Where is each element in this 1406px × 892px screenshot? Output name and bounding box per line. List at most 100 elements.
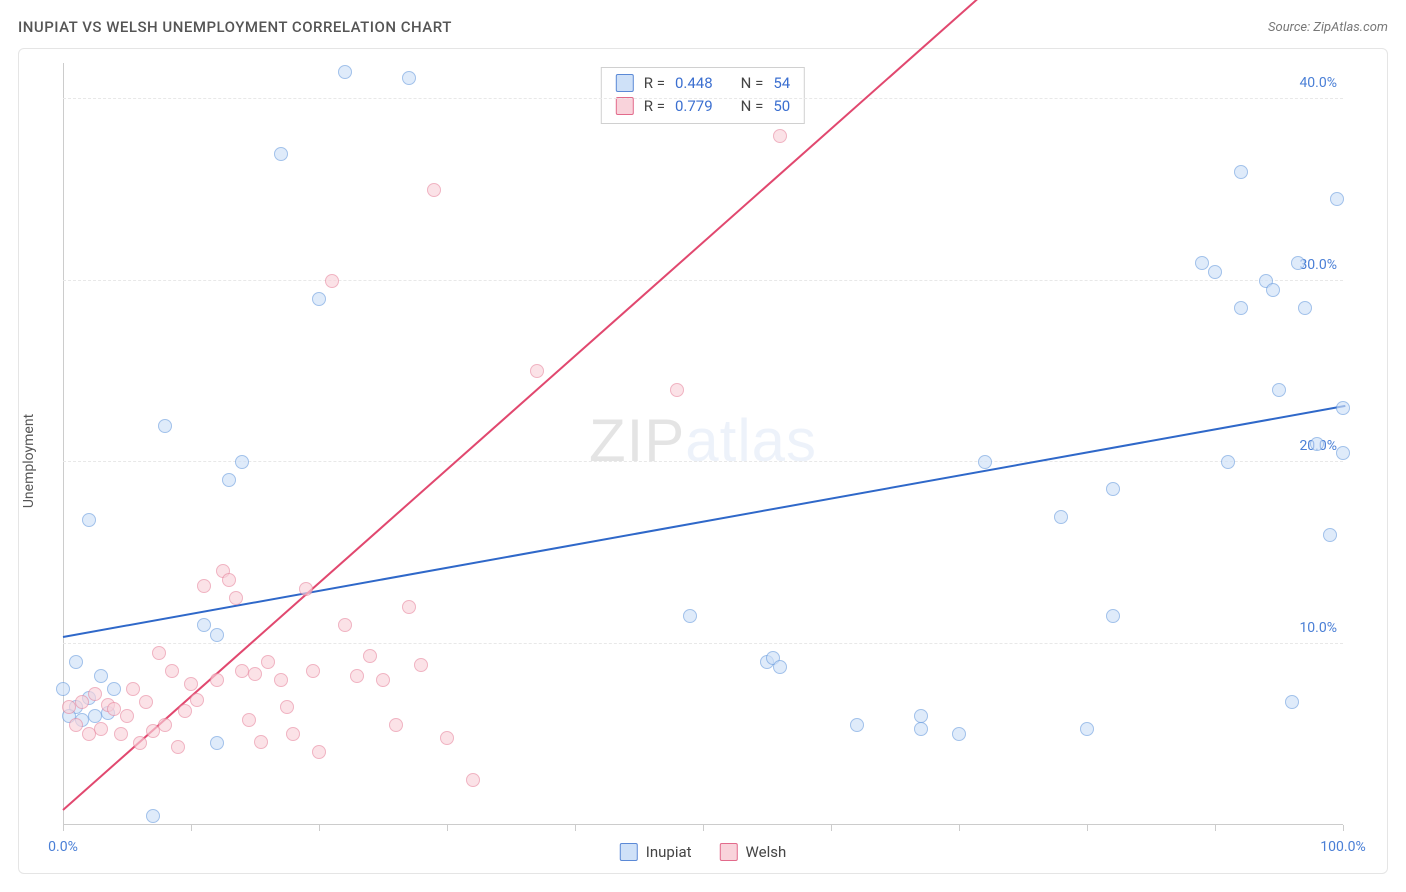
data-point-inupiat [56, 682, 70, 696]
gridline [63, 461, 1343, 462]
x-tick [831, 825, 832, 831]
data-point-welsh [120, 709, 134, 723]
x-axis-max-label: 100.0% [1320, 839, 1365, 855]
data-point-welsh [210, 673, 224, 687]
data-point-welsh [248, 667, 262, 681]
data-point-inupiat [914, 722, 928, 736]
stats-swatch [616, 97, 634, 115]
legend-label: Welsh [746, 843, 787, 861]
stats-n-value: 54 [773, 72, 790, 95]
data-point-inupiat [1054, 510, 1068, 524]
data-point-inupiat [1106, 609, 1120, 623]
data-point-welsh [254, 735, 268, 749]
data-point-inupiat [338, 65, 352, 79]
data-point-inupiat [107, 682, 121, 696]
data-point-welsh [427, 183, 441, 197]
data-point-welsh [69, 718, 83, 732]
trendline-inupiat [63, 405, 1345, 638]
data-point-welsh [363, 649, 377, 663]
data-point-welsh [325, 274, 339, 288]
x-axis-min-label: 0.0% [48, 839, 78, 855]
series-legend: Inupiat Welsh [620, 843, 786, 861]
data-point-inupiat [1291, 256, 1305, 270]
data-point-welsh [171, 740, 185, 754]
data-point-welsh [402, 600, 416, 614]
data-point-welsh [184, 677, 198, 691]
data-point-inupiat [1336, 401, 1350, 415]
x-tick [703, 825, 704, 831]
x-tick [1215, 825, 1216, 831]
data-point-inupiat [1330, 192, 1344, 206]
data-point-inupiat [274, 147, 288, 161]
x-tick [191, 825, 192, 831]
legend-item: Inupiat [620, 843, 692, 861]
data-point-welsh [178, 704, 192, 718]
data-point-welsh [190, 693, 204, 707]
data-point-inupiat [1336, 446, 1350, 460]
stats-legend-box: R =0.448N =54R =0.779N =50 [601, 67, 805, 124]
data-point-welsh [94, 722, 108, 736]
data-point-inupiat [1234, 165, 1248, 179]
data-point-inupiat [94, 669, 108, 683]
x-tick [575, 825, 576, 831]
data-point-inupiat [683, 609, 697, 623]
x-tick [447, 825, 448, 831]
data-point-welsh [414, 658, 428, 672]
data-point-inupiat [978, 455, 992, 469]
y-axis-title: Unemployment [21, 414, 37, 508]
x-tick [1087, 825, 1088, 831]
plot-area: ZIPatlas 0.0% 100.0% R =0.448N =54R =0.7… [63, 63, 1343, 825]
data-point-inupiat [235, 455, 249, 469]
data-point-welsh [235, 664, 249, 678]
gridline [63, 98, 1343, 99]
x-tick [63, 825, 64, 831]
data-point-inupiat [1208, 265, 1222, 279]
x-tick [1343, 825, 1344, 831]
y-tick-label: 40.0% [1299, 75, 1337, 91]
data-point-welsh [306, 664, 320, 678]
data-point-inupiat [1080, 722, 1094, 736]
data-point-welsh [139, 695, 153, 709]
stats-n-label: N = [741, 72, 764, 95]
data-point-welsh [165, 664, 179, 678]
data-point-welsh [261, 655, 275, 669]
data-point-welsh [670, 383, 684, 397]
data-point-inupiat [402, 71, 416, 85]
data-point-inupiat [158, 419, 172, 433]
legend-swatch [720, 843, 738, 861]
data-point-inupiat [1272, 383, 1286, 397]
data-point-inupiat [1298, 301, 1312, 315]
data-point-inupiat [1323, 528, 1337, 542]
chart-source: Source: ZipAtlas.com [1268, 20, 1388, 35]
stats-swatch [616, 74, 634, 92]
trendline-welsh [62, 0, 986, 811]
data-point-welsh [338, 618, 352, 632]
data-point-inupiat [210, 628, 224, 642]
data-point-welsh [274, 673, 288, 687]
data-point-inupiat [1106, 482, 1120, 496]
data-point-inupiat [1234, 301, 1248, 315]
data-point-inupiat [222, 473, 236, 487]
data-point-welsh [376, 673, 390, 687]
x-tick [959, 825, 960, 831]
chart-header: INUPIAT VS WELSH UNEMPLOYMENT CORRELATIO… [18, 18, 1388, 36]
data-point-welsh [126, 682, 140, 696]
data-point-welsh [389, 718, 403, 732]
data-point-inupiat [1266, 283, 1280, 297]
gridline [63, 643, 1343, 644]
data-point-inupiat [210, 736, 224, 750]
data-point-welsh [242, 713, 256, 727]
data-point-welsh [88, 687, 102, 701]
y-tick-label: 10.0% [1299, 620, 1337, 636]
data-point-welsh [280, 700, 294, 714]
data-point-welsh [75, 695, 89, 709]
data-point-welsh [440, 731, 454, 745]
data-point-welsh [158, 718, 172, 732]
data-point-welsh [299, 582, 313, 596]
legend-item: Welsh [720, 843, 787, 861]
stats-r-value: 0.448 [675, 72, 713, 95]
data-point-inupiat [773, 660, 787, 674]
watermark-light: atlas [685, 407, 817, 474]
data-point-inupiat [1221, 455, 1235, 469]
data-point-welsh [773, 129, 787, 143]
